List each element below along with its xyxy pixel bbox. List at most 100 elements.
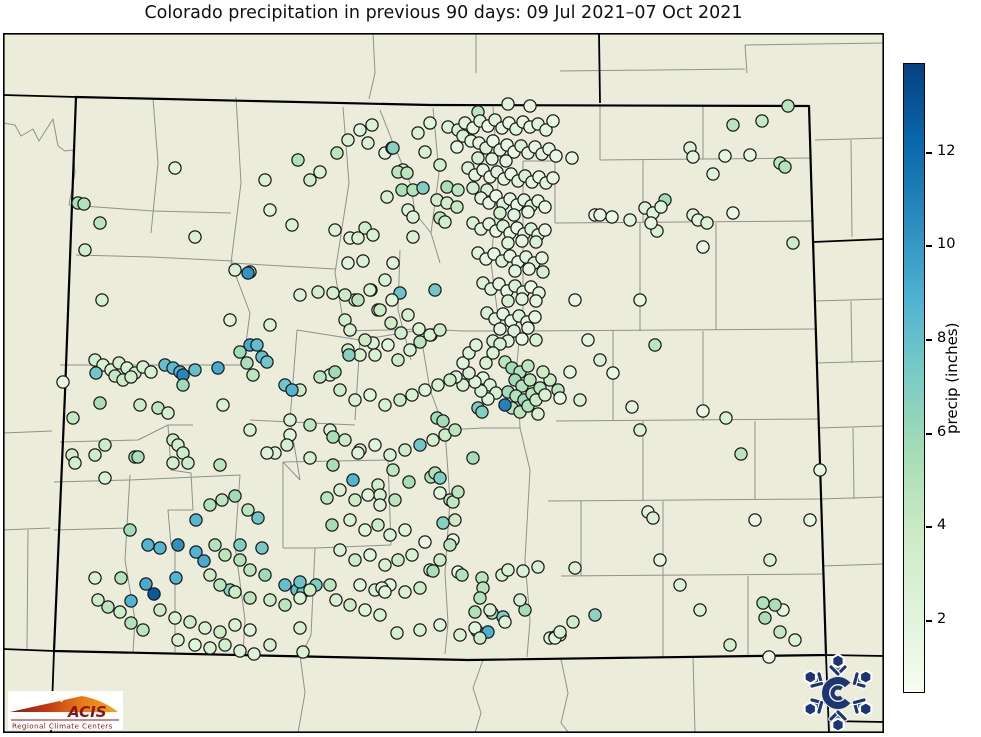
station-point: [233, 538, 247, 552]
station-point: [88, 571, 102, 585]
station-point: [693, 603, 707, 617]
station-point: [325, 518, 339, 532]
station-point: [93, 396, 107, 410]
station-point: [501, 236, 515, 250]
station-point: [263, 203, 277, 217]
station-point: [456, 356, 470, 370]
station-point: [330, 146, 344, 160]
station-point: [521, 321, 535, 335]
station-point: [393, 393, 407, 407]
station-point: [412, 322, 426, 336]
county-line: [53, 479, 131, 483]
station-point: [536, 365, 550, 379]
station-point: [176, 378, 190, 392]
station-point: [353, 348, 367, 362]
station-point: [433, 618, 447, 632]
station-point: [391, 353, 405, 367]
station-point: [462, 366, 476, 380]
station-point: [351, 293, 365, 307]
station-point: [243, 563, 257, 577]
station-point: [515, 332, 529, 346]
acis-logo: Powered by ACIS Regional Climate Centers: [8, 691, 123, 730]
station-point: [413, 438, 427, 452]
station-point: [153, 541, 167, 555]
colorado-border: [52, 95, 828, 662]
station-point: [240, 356, 254, 370]
station-point: [189, 513, 203, 527]
station-point: [538, 388, 552, 402]
station-point: [398, 443, 412, 457]
county-line: [555, 418, 820, 422]
station-point: [293, 288, 307, 302]
station-point: [499, 154, 513, 168]
acis-subtitle-text: Regional Climate Centers: [12, 722, 113, 731]
station-point: [606, 366, 620, 380]
station-point: [539, 123, 553, 137]
snowflake-arm: [829, 665, 840, 676]
station-point: [141, 538, 155, 552]
station-point: [673, 578, 687, 592]
station-point: [293, 591, 307, 605]
county-line: [850, 300, 853, 364]
station-point: [781, 99, 795, 113]
precip-stations-layer: [56, 97, 827, 664]
station-point: [263, 593, 277, 607]
station-point: [188, 638, 202, 652]
snowflake-inner-c: [830, 685, 843, 701]
station-point: [91, 593, 105, 607]
station-point: [361, 136, 375, 150]
station-point: [203, 498, 217, 512]
station-point: [313, 370, 327, 384]
station-point: [654, 200, 668, 214]
station-point: [546, 171, 560, 185]
station-point: [605, 210, 619, 224]
station-point: [153, 603, 167, 617]
snowflake-arm: [810, 681, 824, 688]
station-point: [280, 438, 294, 452]
station-point: [278, 578, 292, 592]
station-point: [450, 200, 464, 214]
station-point: [378, 398, 392, 412]
station-point: [398, 523, 412, 537]
station-point: [169, 571, 183, 585]
county-line: [26, 529, 29, 650]
station-point: [646, 511, 660, 525]
snowflake-hex-tip: [859, 701, 873, 717]
station-point: [734, 447, 748, 461]
station-point: [56, 375, 70, 389]
station-point: [405, 388, 419, 402]
station-point: [743, 148, 757, 162]
station-point: [365, 118, 379, 132]
station-point: [521, 359, 535, 373]
station-point: [588, 608, 602, 622]
station-point: [538, 223, 552, 237]
station-point: [803, 513, 817, 527]
station-point: [291, 153, 305, 167]
station-point: [113, 605, 127, 619]
station-point: [373, 608, 387, 622]
station-point: [383, 528, 397, 542]
station-point: [593, 353, 607, 367]
station-point: [326, 430, 340, 444]
station-point: [213, 458, 227, 472]
station-point: [436, 414, 450, 428]
station-point: [400, 166, 414, 180]
station-point: [303, 583, 317, 597]
station-point: [293, 575, 307, 589]
station-point: [455, 568, 469, 582]
station-point: [258, 173, 272, 187]
station-point: [243, 623, 257, 637]
station-point: [563, 365, 577, 379]
station-point: [285, 383, 299, 397]
station-point: [493, 337, 507, 351]
station-point: [246, 368, 260, 382]
station-point: [233, 553, 247, 567]
station-point: [788, 633, 802, 647]
station-point: [700, 216, 714, 230]
station-point: [648, 338, 662, 352]
station-point: [451, 183, 465, 197]
station-point: [313, 165, 327, 179]
station-point: [95, 293, 109, 307]
station-point: [341, 133, 355, 147]
station-point: [251, 511, 265, 525]
